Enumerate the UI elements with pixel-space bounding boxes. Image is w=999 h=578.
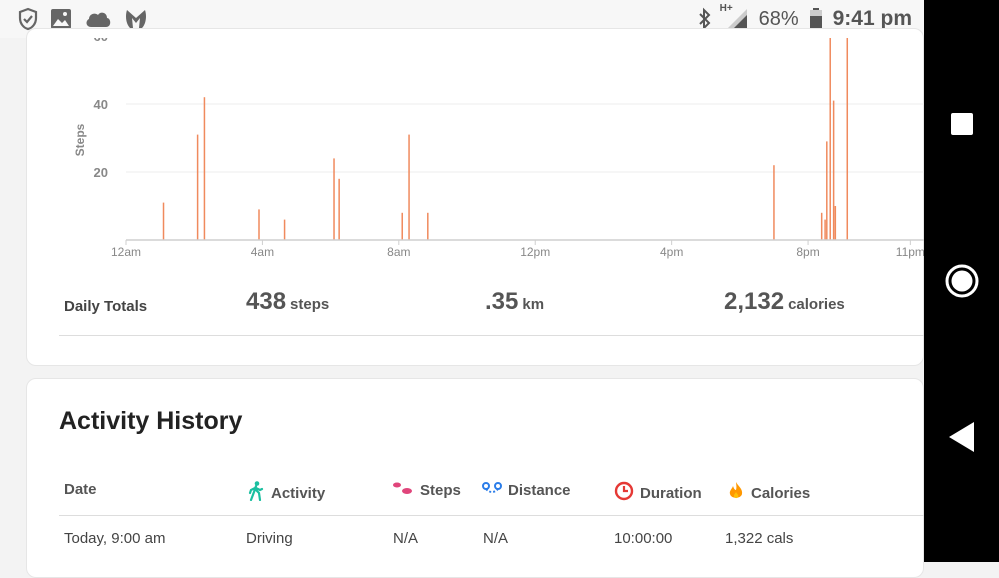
footprints-icon <box>392 481 414 499</box>
activity-history-title: Activity History <box>59 407 243 435</box>
column-header-calories-label: Calories <box>751 484 811 502</box>
x-tick-label: 12am <box>111 245 141 259</box>
column-header-date[interactable]: Date <box>64 481 97 498</box>
total-calories-unit: calories <box>788 296 845 313</box>
step-bar <box>162 202 165 240</box>
cell-activity: Driving <box>246 530 293 547</box>
home-circle-icon[interactable] <box>924 263 999 299</box>
malwarebytes-icon <box>124 8 148 30</box>
column-header-distance-label: Distance <box>508 481 571 499</box>
x-tick-label: 4pm <box>660 245 683 259</box>
steps-chart: 20 40 60 Steps 12am 4am 8am 12pm 4pm 8pm 11pm <box>73 38 924 259</box>
clock-icon <box>614 481 634 505</box>
cell-distance: N/A <box>483 530 509 547</box>
cell-steps: N/A <box>393 530 419 547</box>
step-bar <box>834 206 837 240</box>
y-tick-label: 40 <box>94 97 108 112</box>
column-header-activity[interactable]: Activity <box>247 481 325 505</box>
column-header-calories[interactable]: Calories <box>727 481 810 505</box>
x-tick-label: 8pm <box>796 245 819 259</box>
daily-totals-row: Daily Totals 438 steps .35 km 2,132 calorie… <box>59 271 924 336</box>
step-bar <box>196 134 199 240</box>
y-tick-label: 60 <box>94 38 108 44</box>
flame-icon <box>727 481 745 505</box>
step-bar <box>258 209 260 240</box>
network-type: H+ <box>719 3 733 14</box>
column-header-duration-label: Duration <box>640 484 702 502</box>
back-triangle-icon[interactable] <box>924 421 999 453</box>
total-steps-value: 438 <box>246 288 287 315</box>
step-bar <box>824 219 826 240</box>
step-bar <box>408 134 410 240</box>
column-header-steps[interactable]: Steps <box>392 481 461 499</box>
step-bar <box>338 178 340 240</box>
cell-duration: 10:00:00 <box>614 530 673 547</box>
recents-square-icon[interactable] <box>924 112 999 136</box>
bluetooth-icon <box>697 7 713 31</box>
clock-time: 9:41 pm <box>832 7 912 30</box>
table-header-divider <box>59 515 924 516</box>
android-nav-bar <box>924 0 999 562</box>
step-bar <box>203 97 206 240</box>
shield-check-icon <box>18 7 38 31</box>
y-axis-title: Steps <box>73 123 87 156</box>
total-distance-unit: km <box>522 296 545 313</box>
x-tick-label: 11pm <box>896 245 924 259</box>
step-bar <box>846 38 849 240</box>
column-header-distance[interactable]: Distance <box>482 481 571 499</box>
x-tick-label: 4am <box>251 245 274 259</box>
step-bar <box>829 38 831 240</box>
step-bar <box>773 165 775 240</box>
route-icon <box>482 481 502 499</box>
y-tick-label: 20 <box>94 165 108 180</box>
cell-date: Today, 9:00 am <box>64 530 166 547</box>
step-bar <box>832 100 835 240</box>
total-distance-value: .35 <box>485 288 519 315</box>
step-bar <box>826 141 828 240</box>
activity-history-card <box>26 378 924 578</box>
image-icon <box>50 8 72 30</box>
total-distance: .35 km <box>485 288 544 316</box>
total-calories: 2,132 calories <box>724 288 845 316</box>
total-steps-unit: steps <box>290 296 330 313</box>
total-calories-value: 2,132 <box>724 288 785 315</box>
step-bar <box>427 212 429 240</box>
step-bar <box>401 212 403 240</box>
system-status: H+ 68% 9:41 pm <box>697 0 912 38</box>
daily-totals-label: Daily Totals <box>64 298 148 315</box>
notification-icons <box>0 7 148 31</box>
total-steps: 438 steps <box>246 288 329 316</box>
walking-figure-icon <box>247 481 265 505</box>
step-bar <box>283 219 286 240</box>
column-header-activity-label: Activity <box>271 484 326 502</box>
signal-icon: H+ <box>720 3 749 31</box>
cell-calories: 1,322 cals <box>725 530 794 547</box>
battery-icon <box>809 7 823 31</box>
battery-percent: 68% <box>758 7 799 30</box>
column-header-steps-label: Steps <box>420 481 461 499</box>
column-header-date-label: Date <box>64 481 97 498</box>
x-tick-label: 8am <box>387 245 410 259</box>
step-bar <box>820 212 823 240</box>
step-bar <box>333 158 335 240</box>
cloud-icon <box>84 9 112 29</box>
x-tick-label: 12pm <box>520 245 550 259</box>
column-header-duration[interactable]: Duration <box>614 481 702 505</box>
